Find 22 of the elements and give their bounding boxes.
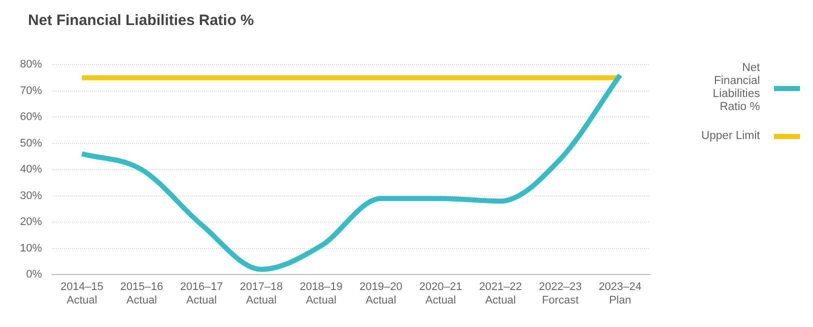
x-tick-label: 2016–17 Actual xyxy=(180,281,223,306)
x-tick-label: 2020–21 Actual xyxy=(419,281,462,306)
x-tick-label: 2014–15 Actual xyxy=(60,281,104,306)
y-tick-label: 80% xyxy=(20,58,42,71)
y-tick-label: 40% xyxy=(20,164,42,176)
x-tick-label: 2022–23 Forcast xyxy=(538,281,582,306)
x-tick-label: 2021–22 Actual xyxy=(479,281,522,306)
x-tick-label: 2023–24 Plan xyxy=(598,281,642,306)
y-tick-label: 60% xyxy=(20,111,42,124)
x-tick-label: 2019–20 Actual xyxy=(359,281,402,306)
y-tick-label: 50% xyxy=(20,137,42,150)
legend-label: Upper Limit xyxy=(701,130,760,143)
x-tick-label: 2017–18 Actual xyxy=(240,281,283,306)
y-tick-label: 0% xyxy=(26,268,42,281)
y-tick-label: 20% xyxy=(20,216,42,228)
y-tick-label: 70% xyxy=(20,84,42,97)
legend-label: Net Financial Liabilities Ratio % xyxy=(712,62,760,114)
x-tick-label: 2018–19 Actual xyxy=(300,281,343,306)
chart-title: Net Financial Liabilities Ratio % xyxy=(28,12,254,29)
y-tick-label: 10% xyxy=(20,242,42,254)
x-tick-label: 2015–16 Actual xyxy=(120,281,164,306)
y-tick-label: 30% xyxy=(20,190,42,202)
